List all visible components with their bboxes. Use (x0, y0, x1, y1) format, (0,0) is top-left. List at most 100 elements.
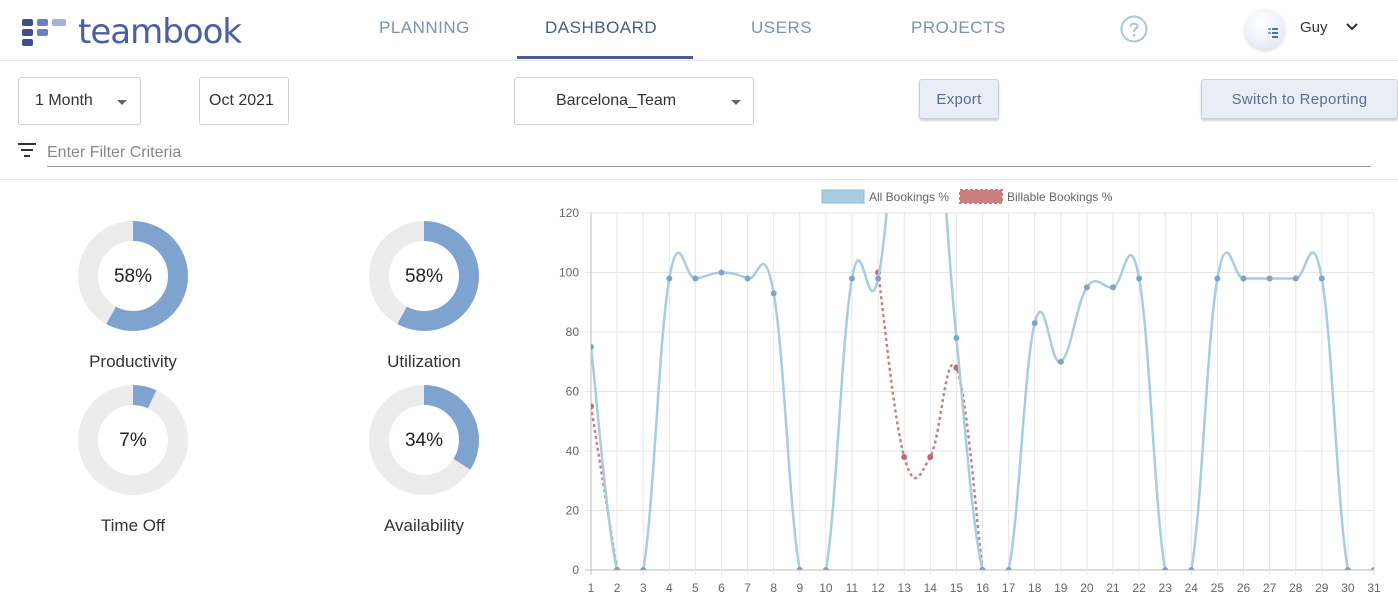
logo-icon (22, 17, 70, 47)
all-bookings-point[interactable] (979, 567, 986, 573)
team-select[interactable]: Barcelona_Team (514, 77, 754, 125)
y-tick-label: 120 (559, 206, 579, 220)
billable-bookings-point[interactable] (588, 403, 594, 410)
all-bookings-point[interactable] (849, 275, 855, 282)
filter-criteria-input[interactable] (47, 140, 1371, 167)
filter-icon[interactable] (18, 143, 36, 157)
all-bookings-point[interactable] (1136, 275, 1143, 282)
help-icon[interactable] (1120, 15, 1148, 43)
all-bookings-point[interactable] (1344, 567, 1351, 573)
export-button[interactable]: Export (919, 79, 999, 119)
chevron-down-icon[interactable] (1345, 22, 1359, 32)
y-tick-label: 40 (566, 444, 580, 458)
top-header: teambook PLANNING DASHBOARD USERS PROJEC… (0, 0, 1398, 61)
y-tick-label: 100 (559, 266, 579, 280)
period-value: 1 Month (35, 92, 93, 109)
all-bookings-point[interactable] (1005, 567, 1012, 573)
time-off-donut (78, 385, 188, 495)
nav-projects[interactable]: PROJECTS (911, 18, 1006, 37)
x-tick-label: 4 (666, 581, 673, 595)
all-bookings-point[interactable] (1057, 358, 1064, 365)
switch-to-reporting-button[interactable]: Switch to Reporting (1201, 79, 1398, 119)
all-bookings-point[interactable] (953, 334, 960, 341)
x-tick-label: 17 (1002, 581, 1016, 595)
all-bookings-point[interactable] (1214, 275, 1221, 282)
all-bookings-series (588, 213, 1377, 573)
period-select[interactable]: 1 Month (18, 77, 141, 125)
utilization-label: Utilization (387, 352, 461, 371)
x-tick-label: 9 (796, 581, 803, 595)
all-bookings-point[interactable] (718, 269, 725, 276)
all-bookings-point[interactable] (1083, 284, 1090, 291)
x-tick-label: 20 (1080, 581, 1094, 595)
x-tick-label: 25 (1211, 581, 1225, 595)
brand-name: teambook (78, 12, 242, 52)
all-bookings-point[interactable] (666, 275, 673, 282)
x-tick-label: 3 (640, 581, 647, 595)
nav-planning[interactable]: PLANNING (379, 18, 470, 37)
utilization-donut (369, 221, 479, 331)
x-tick-label: 10 (819, 581, 833, 595)
all-bookings-point[interactable] (640, 567, 647, 573)
productivity-value: 58% (113, 266, 153, 287)
y-tick-label: 80 (566, 325, 580, 339)
time-off-value: 7% (119, 430, 147, 451)
y-tick-label: 20 (566, 504, 580, 518)
x-tick-label: 16 (976, 581, 990, 595)
x-tick-label: 13 (898, 581, 912, 595)
billable-bookings-point[interactable] (901, 453, 908, 460)
caret-down-icon (731, 100, 741, 105)
y-tick-label: 60 (566, 385, 580, 399)
all-bookings-point[interactable] (692, 275, 699, 282)
all-bookings-point[interactable] (1110, 284, 1116, 291)
all-bookings-point[interactable] (875, 275, 882, 282)
all-bookings-point[interactable] (1292, 275, 1299, 282)
all-bookings-point[interactable] (1240, 275, 1247, 282)
all-bookings-point[interactable] (822, 567, 829, 573)
all-bookings-point[interactable] (1162, 567, 1169, 573)
availability-value: 34% (404, 430, 444, 451)
user-avatar[interactable] (1245, 9, 1285, 49)
availability-donut (369, 385, 479, 495)
billable-bookings-point[interactable] (927, 453, 934, 460)
active-tab-indicator (517, 56, 693, 59)
time-off-label: Time Off (100, 516, 166, 535)
all-bookings-point[interactable] (1371, 567, 1377, 573)
all-bookings-point[interactable] (770, 290, 777, 297)
nav-dashboard[interactable]: DASHBOARD (545, 18, 658, 37)
nav-users[interactable]: USERS (751, 18, 813, 37)
avatar-icon (1268, 28, 1278, 38)
legend-swatch (821, 189, 865, 204)
all-bookings-point[interactable] (1318, 275, 1325, 282)
user-name[interactable]: Guy (1300, 19, 1328, 36)
availability-label: Availability (383, 516, 464, 535)
y-tick-label: 0 (572, 563, 579, 577)
x-tick-label: 22 (1132, 581, 1146, 595)
x-tick-label: 12 (871, 581, 885, 595)
x-tick-label: 24 (1185, 581, 1199, 595)
brand-logo[interactable]: teambook (22, 12, 242, 52)
billable-bookings-line (876, 272, 984, 570)
x-tick-label: 14 (924, 581, 938, 595)
x-tick-label: 2 (614, 581, 621, 595)
x-tick-label: 8 (770, 581, 777, 595)
all-bookings-point[interactable] (1266, 275, 1273, 282)
all-bookings-point[interactable] (1188, 567, 1195, 573)
all-bookings-point[interactable] (796, 567, 803, 573)
section-divider (0, 179, 1398, 180)
all-bookings-point[interactable] (614, 567, 621, 573)
all-bookings-point[interactable] (1031, 320, 1038, 327)
date-picker[interactable]: Oct 2021 (199, 77, 289, 125)
team-value: Barcelona_Team (556, 92, 677, 109)
utilization-value: 58% (404, 266, 444, 287)
caret-down-icon (117, 100, 127, 105)
x-tick-label: 19 (1054, 581, 1068, 595)
x-tick-label: 27 (1263, 581, 1277, 595)
all-bookings-point[interactable] (744, 275, 751, 282)
x-tick-label: 29 (1315, 581, 1329, 595)
all-bookings-point[interactable] (588, 343, 594, 350)
x-tick-label: 7 (744, 581, 751, 595)
x-tick-label: 18 (1028, 581, 1042, 595)
x-tick-label: 11 (846, 581, 859, 595)
